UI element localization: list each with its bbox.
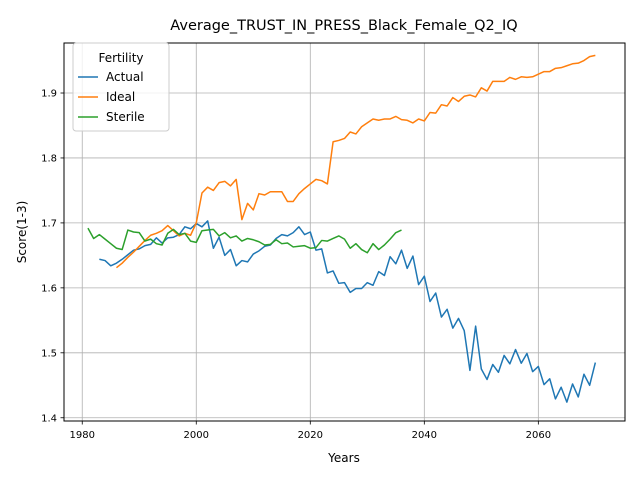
x-tick-label: 2040 xyxy=(412,430,437,441)
series-line-sterile xyxy=(87,227,402,254)
x-tick-label: 2060 xyxy=(526,430,551,441)
y-axis-ticks: 1.4 1.5 1.6 1.7 1.8 1.9 xyxy=(41,89,64,424)
x-tick-label: 2000 xyxy=(184,430,209,441)
chart-title: Average_TRUST_IN_PRESS_Black_Female_Q2_I… xyxy=(170,18,517,34)
legend: Fertility Actual Ideal Sterile xyxy=(72,42,170,132)
y-axis-label: Score(1-3) xyxy=(15,201,29,264)
x-axis-ticks: 1980 2000 2020 2040 2060 xyxy=(70,421,551,441)
series-line-actual xyxy=(99,220,597,403)
legend-label-ideal: Ideal xyxy=(106,90,135,104)
y-tick-label: 1.6 xyxy=(41,283,57,294)
legend-label-sterile: Sterile xyxy=(106,110,145,124)
series-line-ideal xyxy=(115,54,596,269)
x-tick-label: 2020 xyxy=(298,430,323,441)
legend-items: Actual Ideal Sterile xyxy=(78,70,145,124)
series-lines xyxy=(87,54,597,403)
y-tick-label: 1.8 xyxy=(41,153,57,164)
y-tick-label: 1.7 xyxy=(41,218,57,229)
legend-label-actual: Actual xyxy=(106,70,144,84)
x-tick-label: 1980 xyxy=(70,430,95,441)
legend-title: Fertility xyxy=(98,51,143,65)
x-axis-label: Years xyxy=(327,451,360,465)
axes-frame xyxy=(63,42,626,422)
legend-box xyxy=(72,42,170,132)
y-tick-label: 1.9 xyxy=(41,89,57,100)
y-tick-label: 1.4 xyxy=(41,413,57,424)
y-tick-label: 1.5 xyxy=(41,348,57,359)
